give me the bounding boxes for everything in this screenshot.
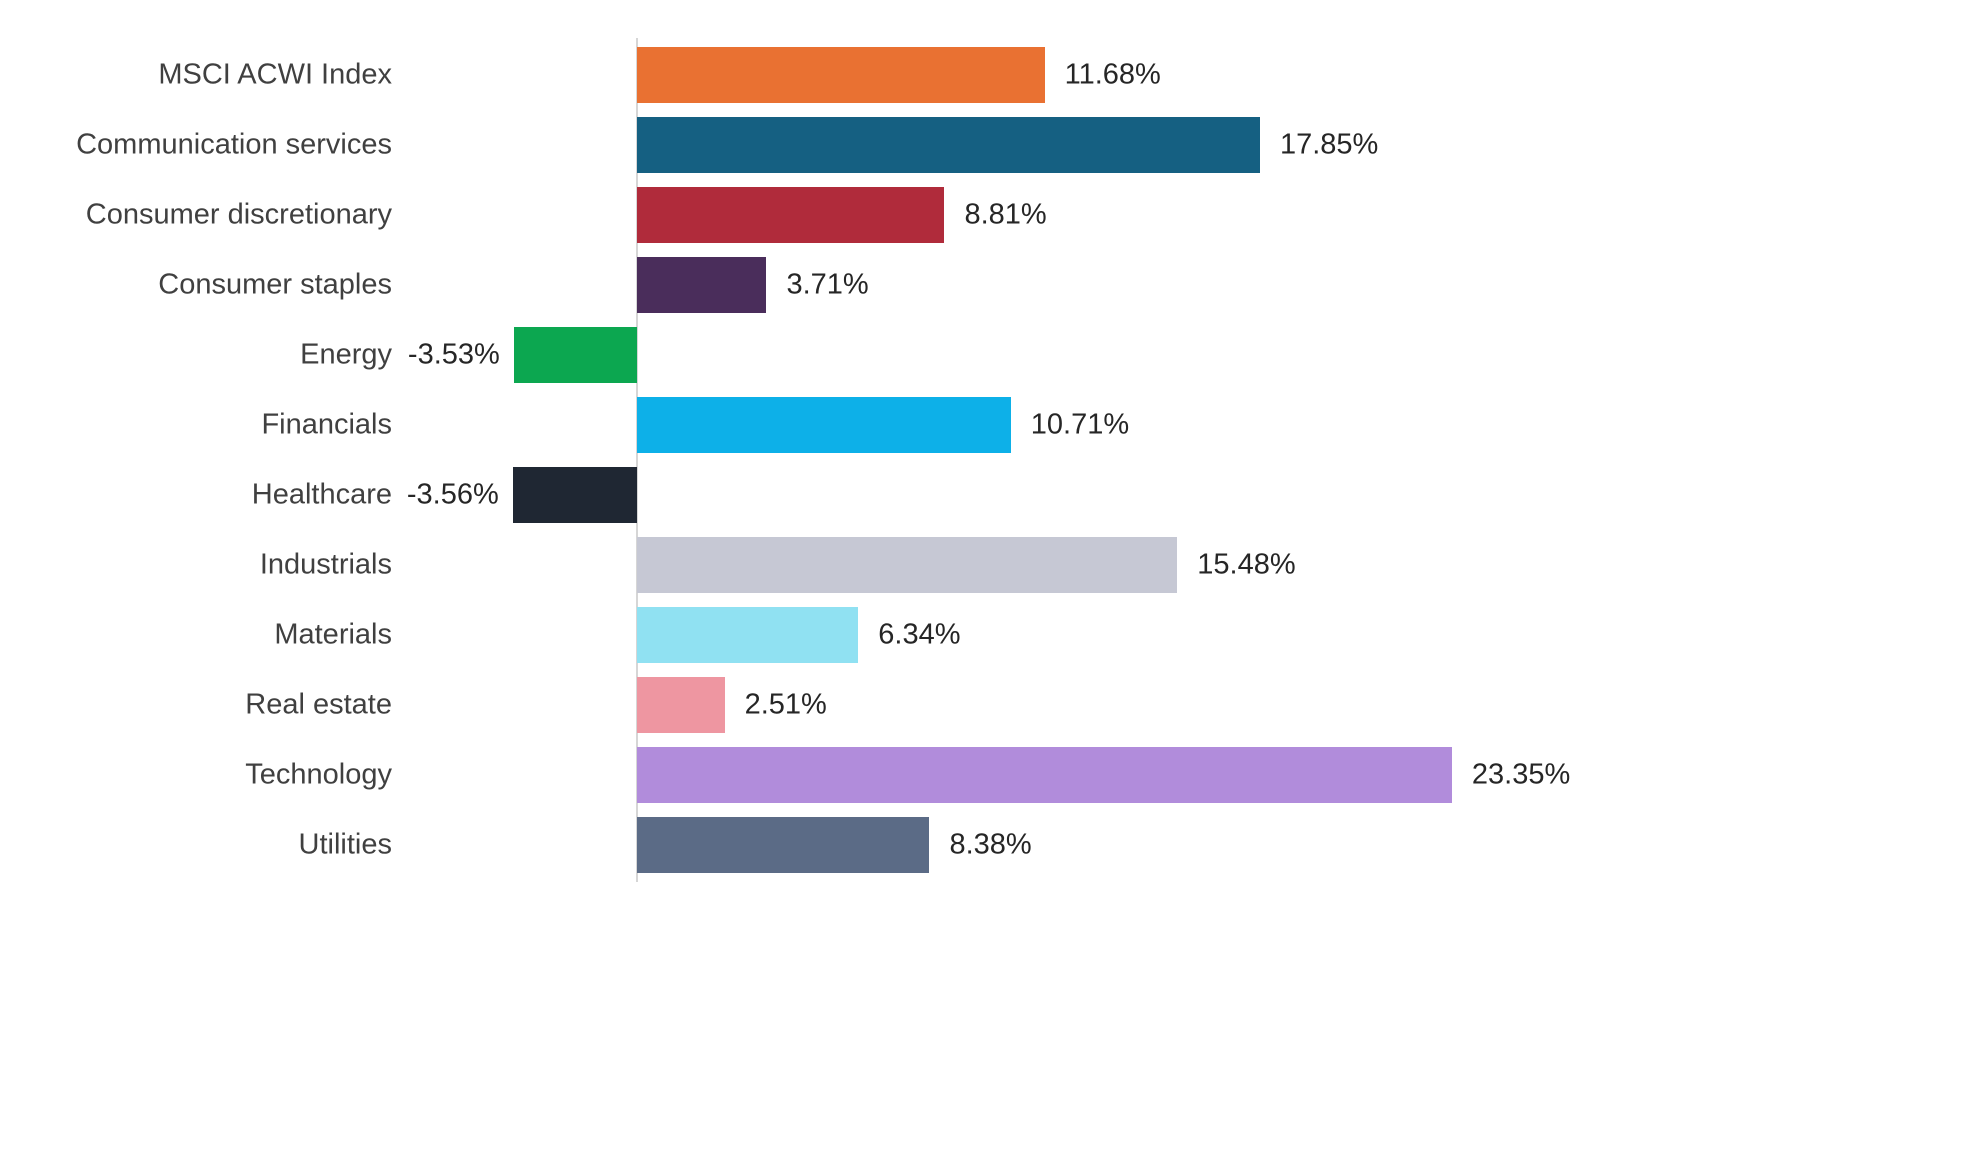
- bar-area: 11.68%: [400, 40, 1963, 110]
- bar-area: 23.35%: [400, 740, 1963, 810]
- chart-row: Industrials 15.48%: [0, 530, 1963, 600]
- value-label: 8.38%: [949, 828, 1032, 861]
- chart-row: Technology 23.35%: [0, 740, 1963, 810]
- value-label: 11.68%: [1064, 58, 1161, 91]
- bar: [637, 747, 1452, 803]
- bar-area: 8.38%: [400, 810, 1963, 880]
- bar-area: -3.56%: [400, 460, 1963, 530]
- bar: [637, 607, 859, 663]
- chart-row: Financials 10.71%: [0, 390, 1963, 460]
- bar: [637, 817, 930, 873]
- bar: [637, 677, 725, 733]
- bar: [637, 47, 1045, 103]
- chart-row: Healthcare -3.56%: [0, 460, 1963, 530]
- value-label: 10.71%: [1030, 408, 1130, 441]
- bar-area: 8.81%: [400, 180, 1963, 250]
- category-label: Industrials: [259, 548, 392, 581]
- bar-area: 15.48%: [400, 530, 1963, 600]
- category-label: Financials: [261, 408, 392, 441]
- chart-row: Energy -3.53%: [0, 320, 1963, 390]
- bar-area: -3.53%: [400, 320, 1963, 390]
- category-label: Materials: [274, 618, 392, 651]
- chart-rows: MSCI ACWI Index 11.68% Communication ser…: [0, 40, 1963, 880]
- zero-axis-line: [636, 38, 638, 882]
- chart-row: Consumer discretionary 8.81%: [0, 180, 1963, 250]
- value-label: 6.34%: [878, 618, 961, 651]
- bar: [637, 257, 767, 313]
- chart-row: Utilities 8.38%: [0, 810, 1963, 880]
- bar: [637, 187, 945, 243]
- chart-row: Real estate 2.51%: [0, 670, 1963, 740]
- value-label: -3.53%: [407, 338, 500, 371]
- value-label: 2.51%: [744, 688, 827, 721]
- bar: [637, 397, 1011, 453]
- category-label: Communication services: [76, 128, 392, 161]
- category-label: Healthcare: [251, 478, 392, 511]
- bar: [637, 537, 1178, 593]
- bar-area: 17.85%: [400, 110, 1963, 180]
- value-label: -3.56%: [406, 478, 499, 511]
- value-label: 23.35%: [1471, 758, 1571, 791]
- value-label: 8.81%: [964, 198, 1047, 231]
- value-label: 17.85%: [1279, 128, 1379, 161]
- bar: [512, 467, 637, 523]
- value-label: 15.48%: [1197, 548, 1296, 581]
- category-label: Technology: [245, 758, 392, 791]
- category-label: Utilities: [298, 828, 392, 861]
- category-label: Energy: [300, 338, 392, 371]
- bar: [513, 327, 637, 383]
- value-label: 3.71%: [786, 268, 869, 301]
- chart-row: Communication services 17.85%: [0, 110, 1963, 180]
- category-label: MSCI ACWI Index: [158, 58, 392, 91]
- category-label: Consumer staples: [158, 268, 392, 301]
- bar-area: 6.34%: [400, 600, 1963, 670]
- chart-row: MSCI ACWI Index 11.68%: [0, 40, 1963, 110]
- bar: [637, 117, 1260, 173]
- category-label: Real estate: [245, 688, 392, 721]
- chart-row: Consumer staples 3.71%: [0, 250, 1963, 320]
- bar-area: 2.51%: [400, 670, 1963, 740]
- bar-area: 3.71%: [400, 250, 1963, 320]
- chart-row: Materials 6.34%: [0, 600, 1963, 670]
- bar-area: 10.71%: [400, 390, 1963, 460]
- category-label: Consumer discretionary: [85, 198, 392, 231]
